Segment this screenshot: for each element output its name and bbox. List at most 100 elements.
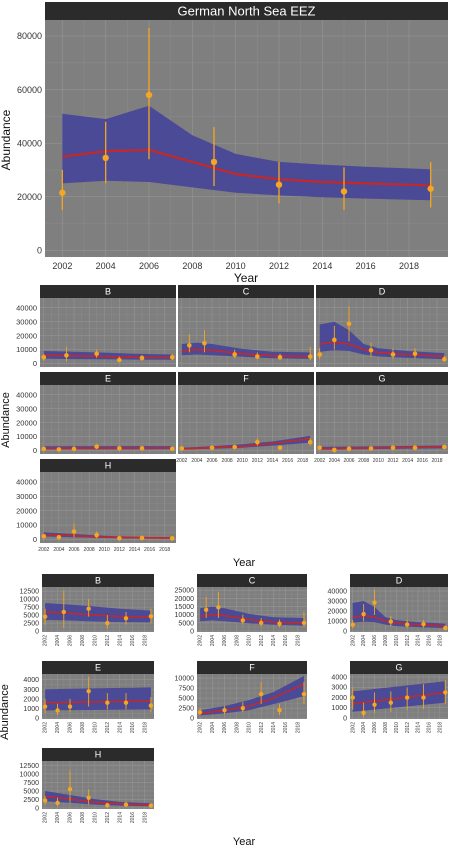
data-point <box>427 185 434 192</box>
x-tick-label: 2014 <box>129 547 140 553</box>
x-tick-label: 2008 <box>80 812 86 823</box>
data-point <box>145 91 153 99</box>
x-tick-label: 2002 <box>198 722 204 733</box>
x-tick-label: 2008 <box>383 722 389 733</box>
x-tick-label: 2006 <box>206 458 217 464</box>
x-tick-label: 2014 <box>312 261 332 271</box>
x-tick-label: 2006 <box>222 722 228 733</box>
y-tick-label: 1000 <box>331 705 347 712</box>
data-point <box>202 341 207 346</box>
data-point <box>232 444 237 450</box>
x-tick-label: 2008 <box>84 547 95 553</box>
x-tick-label: 2016 <box>144 547 155 553</box>
confidence-band <box>181 342 311 359</box>
x-tick-label: 2002 <box>350 635 356 646</box>
data-point <box>61 609 66 615</box>
data-point <box>361 611 366 617</box>
x-tick-label: 2008 <box>234 635 240 646</box>
x-tick-label: 2014 <box>416 635 422 646</box>
x-tick-label: 2016 <box>130 722 136 733</box>
x-tick-label: 2014 <box>117 722 123 733</box>
data-point <box>301 620 307 626</box>
x-tick-label: 2008 <box>234 722 240 733</box>
data-point <box>258 620 264 626</box>
y-axis-title: Abundance <box>0 392 12 448</box>
data-point <box>59 189 66 196</box>
x-tick-label: 2018 <box>142 722 148 733</box>
trend-line <box>43 354 173 359</box>
data-point <box>332 337 337 343</box>
data-point <box>105 700 110 705</box>
x-tick-label: 2004 <box>361 722 367 733</box>
data-point <box>55 708 60 713</box>
data-point <box>258 691 264 697</box>
x-axis-title: Year <box>234 271 258 285</box>
panel-strip <box>350 661 448 674</box>
panel-label: G <box>395 663 402 673</box>
panel-background <box>40 385 176 454</box>
y-tick-label: 2500 <box>178 706 194 713</box>
panel-d: D 0 10000 20000 30000 40000 2002 2004 2006 2008 20… <box>328 574 448 646</box>
data-point <box>388 619 394 624</box>
x-tick-label: 2004 <box>96 261 116 271</box>
y-tick-label: 40000 <box>328 588 348 595</box>
gridlines <box>316 385 448 454</box>
confidence-band <box>62 105 431 201</box>
y-tick-label: 7500 <box>23 605 39 612</box>
y-tick-label: 80000 <box>17 31 42 41</box>
x-tick-label: 2002 <box>52 261 72 271</box>
data-point <box>307 354 313 359</box>
gridlines <box>40 472 176 543</box>
data-point <box>105 803 110 808</box>
x-tick-label: 2014 <box>271 722 277 733</box>
data-point <box>216 605 221 610</box>
panel-strip <box>350 574 448 587</box>
data-point <box>105 620 110 626</box>
data-point <box>55 800 60 806</box>
x-tick-label: 2018 <box>295 722 301 733</box>
x-tick-label: 2006 <box>68 547 79 553</box>
data-point <box>117 535 122 541</box>
x-tick-label: 2018 <box>159 547 170 553</box>
panel-g: G 0 1000 2000 3000 4000 2002 2004 2006 2008 2010 20… <box>331 661 448 733</box>
data-point <box>240 705 246 711</box>
panel-c: C <box>178 285 314 367</box>
data-point <box>71 529 77 534</box>
panel-strip <box>40 285 176 298</box>
data-point <box>443 625 448 631</box>
trend-line <box>181 437 311 450</box>
data-point <box>350 622 355 627</box>
panel-label: C <box>243 287 250 297</box>
x-tick-label: 2012 <box>405 635 411 646</box>
y-tick-label: 10000 <box>16 521 37 530</box>
x-tick-label: 2016 <box>427 635 433 646</box>
panel-strip <box>45 2 448 20</box>
x-tick-label: 2002 <box>198 635 204 646</box>
panel-e: E 0 10000 20000 30000 40000 <box>16 372 176 455</box>
data-point <box>187 343 192 348</box>
data-point <box>169 446 175 452</box>
data-point <box>139 445 145 451</box>
x-axis-title: Year <box>233 557 256 569</box>
data-point <box>41 354 47 360</box>
panel-strip <box>40 372 176 385</box>
x-tick-label: 2010 <box>92 812 98 823</box>
panel-label: G <box>378 374 385 384</box>
y-tick-label: 7500 <box>23 780 39 787</box>
y-tick-label: 2000 <box>331 695 347 702</box>
x-tick-label: 2018 <box>437 635 443 646</box>
y-axis-title: Abundance <box>0 684 11 740</box>
y-tick-label: 4000 <box>331 675 347 682</box>
confidence-band <box>319 321 445 360</box>
y-tick-label: 20000 <box>175 596 195 603</box>
x-tick-label: 2010 <box>92 722 98 733</box>
y-tick-label: 0 <box>190 628 194 635</box>
y-tick-label: 30000 <box>328 598 348 605</box>
y-tick-label: 25000 <box>175 588 195 595</box>
panel-strip <box>42 748 154 761</box>
x-tick-label: 2012 <box>259 635 265 646</box>
x-tick-label: 2016 <box>283 722 289 733</box>
data-point <box>123 802 129 807</box>
panel-strip <box>178 285 314 298</box>
